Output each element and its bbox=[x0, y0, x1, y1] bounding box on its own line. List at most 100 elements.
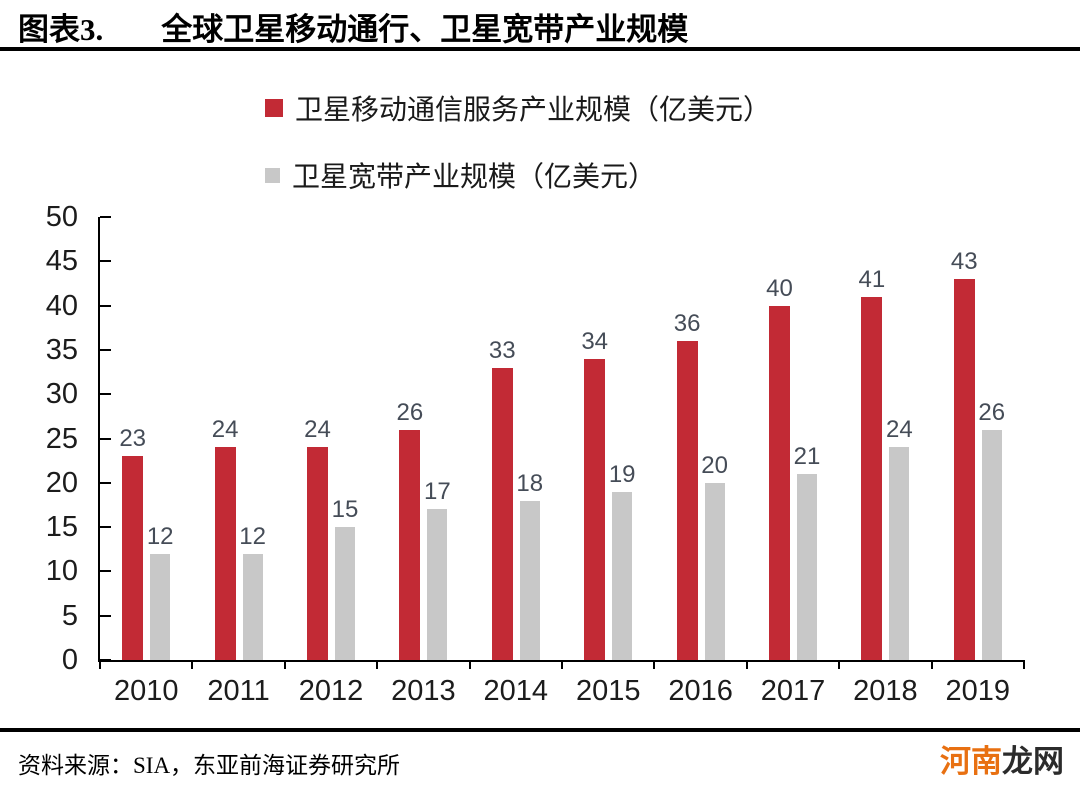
bar-value-label: 43 bbox=[950, 248, 978, 276]
y-axis-label: 30 bbox=[45, 378, 78, 411]
y-axis-label: 0 bbox=[61, 644, 78, 676]
bar-group: 24 12 bbox=[192, 217, 284, 660]
bar-value-label: 15 bbox=[331, 496, 359, 524]
bar-value-label: 33 bbox=[488, 336, 516, 364]
bar-group: 40 21 bbox=[747, 217, 839, 660]
x-axis-label: 2012 bbox=[298, 675, 364, 707]
mobile-bar: 41 bbox=[859, 266, 885, 660]
mobile-bar: 40 bbox=[766, 275, 793, 660]
y-axis-label: 45 bbox=[45, 245, 78, 278]
x-axis-tick bbox=[283, 660, 286, 669]
x-axis-label: 2016 bbox=[668, 675, 733, 707]
bar-value-label: 24 bbox=[886, 416, 913, 444]
bar-value-label: 23 bbox=[119, 425, 147, 453]
mobile-bar: 26 bbox=[397, 399, 423, 660]
broadband-bar: 17 bbox=[424, 478, 451, 660]
broadband-bar: 26 bbox=[978, 399, 1005, 660]
mobile-bar: 24 bbox=[304, 416, 331, 660]
legend-swatch-broadband bbox=[265, 167, 280, 183]
mobile-bar: 23 bbox=[119, 425, 146, 660]
x-axis-label: 2015 bbox=[575, 675, 641, 707]
bar-value-label: 21 bbox=[793, 442, 821, 470]
mobile-bar: 34 bbox=[581, 328, 608, 660]
broadband-bar: 21 bbox=[794, 443, 820, 660]
bar-value-label: 17 bbox=[424, 478, 451, 506]
bar-value-label: 24 bbox=[304, 416, 331, 444]
bar-value-label: 12 bbox=[146, 522, 174, 550]
x-axis-label: 2010 bbox=[113, 675, 179, 707]
y-axis-tick bbox=[100, 570, 111, 573]
y-axis-label: 5 bbox=[61, 599, 78, 632]
footer-divider bbox=[0, 728, 1080, 732]
mobile-bar: 36 bbox=[674, 310, 700, 660]
x-axis-label: 2017 bbox=[760, 675, 826, 707]
broadband-bar: 20 bbox=[701, 452, 728, 660]
x-axis-label: 2013 bbox=[391, 675, 456, 707]
y-axis-tick bbox=[100, 348, 111, 351]
bar-group: 26 17 bbox=[377, 217, 469, 660]
y-axis-tick bbox=[100, 216, 111, 218]
x-axis-tick bbox=[745, 660, 748, 669]
y-axis-label: 15 bbox=[45, 511, 78, 544]
chart-legend: 卫星移动通信服务产业规模（亿美元） 卫星宽带产业规模（亿美元） bbox=[265, 88, 771, 222]
source-note: 资料来源：SIA，东亚前海证券研究所 bbox=[18, 753, 401, 778]
bar-value-label: 24 bbox=[211, 416, 239, 444]
x-axis-tick bbox=[653, 660, 656, 669]
broadband-bar: 24 bbox=[886, 416, 913, 660]
x-axis-label: 2019 bbox=[945, 675, 1011, 707]
y-axis-label: 10 bbox=[45, 555, 78, 588]
bar-value-label: 36 bbox=[673, 310, 701, 338]
y-axis-tick bbox=[100, 614, 111, 617]
mobile-bar: 33 bbox=[489, 337, 516, 660]
broadband-bar: 18 bbox=[516, 470, 543, 660]
broadband-bar: 12 bbox=[239, 523, 266, 660]
title-divider bbox=[0, 47, 1080, 51]
bar-chart: 50 45 40 35 30 25 20 15 10 5 0 23 12 2010 24 12 2011 24 15… bbox=[46, 202, 1025, 707]
x-axis-tick bbox=[376, 660, 379, 669]
x-axis-tick bbox=[191, 660, 194, 669]
legend-item-broadband: 卫星宽带产业规模（亿美元） bbox=[265, 155, 771, 195]
x-axis-label: 2014 bbox=[483, 675, 549, 707]
y-axis-tick bbox=[100, 260, 111, 263]
y-axis-tick bbox=[100, 393, 111, 396]
bar-value-label: 20 bbox=[701, 451, 728, 479]
y-axis-tick bbox=[100, 526, 111, 529]
mobile-bar: 24 bbox=[212, 416, 238, 660]
x-axis-tick bbox=[468, 660, 471, 669]
bar-value-label: 12 bbox=[239, 522, 266, 550]
mobile-bar: 43 bbox=[951, 248, 978, 660]
x-axis-tick bbox=[1023, 660, 1025, 669]
bar-value-label: 34 bbox=[581, 327, 609, 355]
broadband-bar: 15 bbox=[332, 496, 358, 660]
bar-group: 41 24 bbox=[839, 217, 931, 660]
bar-group: 36 20 bbox=[654, 217, 746, 660]
bar-value-label: 18 bbox=[516, 469, 544, 497]
bar-group: 33 18 bbox=[470, 217, 562, 660]
figure-label: 图表3. bbox=[18, 12, 104, 47]
y-axis-label: 35 bbox=[45, 333, 78, 366]
figure-title-text: 全球卫星移动通行、卫星宽带产业规模 bbox=[161, 12, 689, 47]
y-axis-label: 40 bbox=[45, 289, 78, 322]
x-axis-label: 2011 bbox=[207, 675, 270, 707]
x-axis-tick bbox=[930, 660, 933, 669]
bar-value-label: 41 bbox=[858, 265, 886, 293]
y-axis-tick bbox=[100, 304, 111, 307]
bar-group: 24 15 bbox=[285, 217, 377, 660]
legend-item-mobile: 卫星移动通信服务产业规模（亿美元） bbox=[265, 88, 771, 128]
site-watermark: 河南龙网 bbox=[940, 736, 1064, 781]
broadband-bar: 19 bbox=[609, 461, 636, 660]
x-axis-tick bbox=[838, 660, 841, 669]
x-axis-tick bbox=[561, 660, 563, 669]
y-axis-label: 50 bbox=[45, 201, 78, 233]
watermark-right: 龙网 bbox=[1002, 744, 1064, 779]
bar-value-label: 40 bbox=[766, 274, 793, 302]
y-axis-tick bbox=[100, 481, 111, 484]
legend-label-broadband: 卫星宽带产业规模（亿美元） bbox=[292, 162, 657, 193]
y-axis-tick bbox=[100, 659, 111, 661]
bar-group: 23 12 bbox=[100, 217, 192, 660]
figure-title: 图表3. 全球卫星移动通行、卫星宽带产业规模 bbox=[18, 4, 688, 49]
x-axis-label: 2018 bbox=[853, 675, 918, 707]
y-axis-label: 20 bbox=[45, 466, 78, 499]
y-axis-label: 25 bbox=[45, 422, 78, 455]
